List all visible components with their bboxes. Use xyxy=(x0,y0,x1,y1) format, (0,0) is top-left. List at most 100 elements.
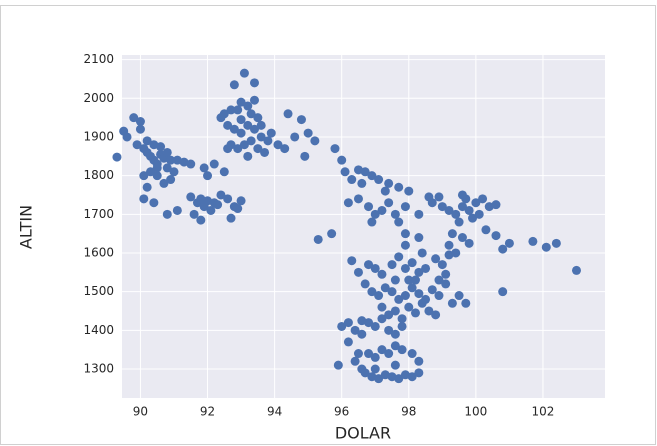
point xyxy=(387,287,397,297)
point xyxy=(357,329,367,339)
point xyxy=(330,144,340,154)
point xyxy=(370,364,380,374)
point xyxy=(229,80,239,90)
point xyxy=(139,194,149,204)
point xyxy=(229,124,239,134)
point xyxy=(353,267,363,277)
point xyxy=(226,213,236,223)
point xyxy=(384,198,394,208)
point xyxy=(223,144,233,154)
point xyxy=(239,140,249,150)
point xyxy=(457,190,467,200)
point xyxy=(377,314,387,324)
point xyxy=(474,209,484,219)
point xyxy=(471,198,481,208)
point xyxy=(132,140,142,150)
point xyxy=(451,209,461,219)
point xyxy=(360,279,370,289)
point xyxy=(478,194,488,204)
point xyxy=(203,171,213,181)
point xyxy=(233,204,243,214)
point xyxy=(283,109,293,119)
point xyxy=(394,294,404,304)
point xyxy=(421,263,431,273)
point xyxy=(498,287,508,297)
point xyxy=(249,95,259,105)
point xyxy=(437,260,447,270)
point xyxy=(481,225,491,235)
point xyxy=(404,302,414,312)
point xyxy=(434,275,444,285)
point xyxy=(400,263,410,273)
point xyxy=(447,229,457,239)
point xyxy=(444,240,454,250)
point xyxy=(464,205,474,215)
x-tick-label: 98 xyxy=(401,405,416,419)
point xyxy=(457,202,467,212)
x-tick-label: 92 xyxy=(200,405,215,419)
point xyxy=(253,144,263,154)
point xyxy=(414,209,424,219)
point xyxy=(223,120,233,130)
point xyxy=(256,120,266,130)
point xyxy=(169,167,179,177)
point xyxy=(236,115,246,125)
point xyxy=(129,113,139,123)
point xyxy=(360,368,370,378)
point xyxy=(377,302,387,312)
point xyxy=(414,356,424,366)
point xyxy=(196,215,206,225)
point xyxy=(280,144,290,154)
point xyxy=(431,310,441,320)
point xyxy=(135,124,145,134)
point xyxy=(337,321,347,331)
point xyxy=(333,360,343,370)
point xyxy=(374,175,384,185)
point xyxy=(216,190,226,200)
point xyxy=(152,163,162,173)
point xyxy=(384,310,394,320)
point xyxy=(571,265,581,275)
point xyxy=(464,238,474,248)
point xyxy=(437,202,447,212)
point xyxy=(337,155,347,165)
point xyxy=(172,205,182,215)
point xyxy=(347,256,357,266)
point xyxy=(353,194,363,204)
point xyxy=(424,306,434,316)
point xyxy=(434,192,444,202)
point xyxy=(400,229,410,239)
point xyxy=(454,217,464,227)
point xyxy=(162,147,172,157)
point xyxy=(162,163,172,173)
point xyxy=(390,329,400,339)
point xyxy=(397,345,407,355)
y-axis-label: ALTIN xyxy=(17,205,36,249)
point xyxy=(156,142,166,152)
point xyxy=(273,140,283,150)
point xyxy=(491,200,501,210)
point xyxy=(226,105,236,115)
point xyxy=(447,298,457,308)
point xyxy=(249,124,259,134)
point xyxy=(491,231,501,241)
point xyxy=(387,260,397,270)
point xyxy=(353,349,363,359)
y-tick-label: 1300 xyxy=(83,361,114,375)
x-tick-label: 94 xyxy=(267,405,282,419)
point xyxy=(377,345,387,355)
point xyxy=(410,308,420,318)
point xyxy=(300,151,310,161)
point xyxy=(364,260,374,270)
point xyxy=(498,244,508,254)
point xyxy=(410,275,420,285)
point xyxy=(424,192,434,202)
point xyxy=(159,178,169,188)
x-tick-label: 90 xyxy=(133,405,148,419)
y-tick-label: 1400 xyxy=(83,323,114,337)
point xyxy=(199,163,209,173)
y-tick-label: 1500 xyxy=(83,284,114,298)
point xyxy=(139,171,149,181)
point xyxy=(357,178,367,188)
